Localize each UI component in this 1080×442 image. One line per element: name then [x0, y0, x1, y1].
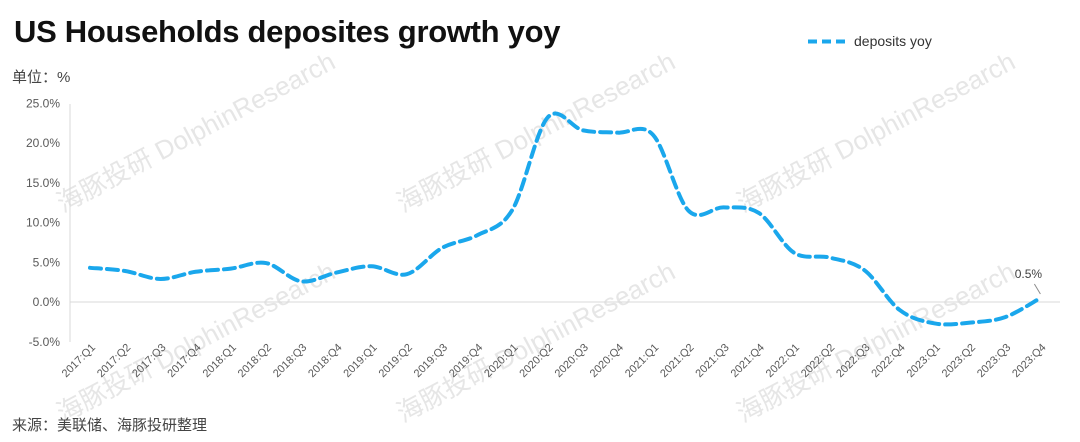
x-tick-label: 2023:Q2 — [940, 342, 978, 380]
data-point — [616, 131, 620, 135]
y-tick-label: 15.0% — [26, 176, 60, 190]
x-tick-label: 2018:Q2 — [236, 342, 274, 380]
legend: deposits yoy — [808, 33, 932, 49]
x-tick-label: 2021:Q2 — [658, 342, 696, 380]
y-tick-label: 5.0% — [33, 255, 61, 269]
data-point — [510, 208, 514, 212]
data-point — [722, 205, 726, 209]
data-point — [158, 277, 162, 281]
x-tick-label: 2020:Q3 — [553, 342, 591, 380]
series-line — [88, 111, 1043, 327]
data-point — [792, 251, 796, 255]
data-point — [370, 264, 374, 268]
watermark-text: 海豚投研 DolphinResearch — [392, 256, 680, 428]
data-point — [933, 321, 937, 325]
x-tick-label: 2023:Q1 — [905, 342, 943, 380]
data-point — [757, 211, 761, 215]
data-point — [440, 246, 444, 250]
data-point — [827, 255, 831, 259]
watermark-text: 海豚投研 DolphinResearch — [52, 46, 340, 218]
x-tick-label: 2018:Q4 — [306, 342, 344, 380]
x-tick-label: 2017:Q1 — [60, 342, 98, 380]
data-point — [229, 267, 233, 271]
data-point — [475, 233, 479, 237]
data-point — [968, 321, 972, 325]
unit-label: 单位：% — [12, 69, 71, 86]
legend-swatch — [808, 39, 848, 43]
y-tick-label: -5.0% — [29, 335, 61, 349]
x-tick-label: 2018:Q3 — [271, 342, 309, 380]
data-point — [651, 133, 655, 137]
y-tick-label: 20.0% — [26, 136, 60, 150]
data-point — [1003, 315, 1007, 319]
watermark-text: 海豚投研 DolphinResearch — [732, 46, 1020, 218]
source-label: 来源：美联储、海豚投研整理 — [12, 417, 208, 434]
data-point — [1038, 296, 1042, 300]
data-point — [405, 272, 409, 276]
y-tick-label: 25.0% — [26, 96, 60, 110]
x-tick-label: 2021:Q4 — [729, 342, 767, 380]
x-tick-label: 2021:Q3 — [693, 342, 731, 380]
data-point — [898, 308, 902, 312]
data-point — [299, 279, 303, 283]
data-point — [334, 271, 338, 275]
chart-title: US Households deposites growth yoy — [14, 14, 561, 49]
annotation-label: 0.5% — [1015, 267, 1043, 281]
data-point — [194, 270, 198, 274]
data-point — [88, 266, 92, 270]
data-point — [264, 261, 268, 265]
x-tick-label: 2019:Q1 — [341, 342, 379, 380]
x-tick-label: 2019:Q2 — [377, 342, 415, 380]
y-tick-label: 0.0% — [33, 295, 61, 309]
data-point — [862, 268, 866, 272]
y-tick-label: 10.0% — [26, 216, 60, 230]
x-tick-label: 2023:Q4 — [1010, 342, 1048, 380]
data-point — [123, 269, 127, 273]
watermark-text: 海豚投研 DolphinResearch — [392, 46, 680, 218]
annotation-leader — [1033, 283, 1041, 295]
x-tick-label: 2020:Q4 — [588, 342, 626, 380]
data-point — [546, 116, 550, 120]
data-point — [686, 209, 690, 213]
x-tick-label: 2023:Q3 — [975, 342, 1013, 380]
x-tick-label: 2021:Q1 — [623, 342, 661, 380]
data-point — [581, 128, 585, 132]
legend-label: deposits yoy — [854, 33, 932, 49]
